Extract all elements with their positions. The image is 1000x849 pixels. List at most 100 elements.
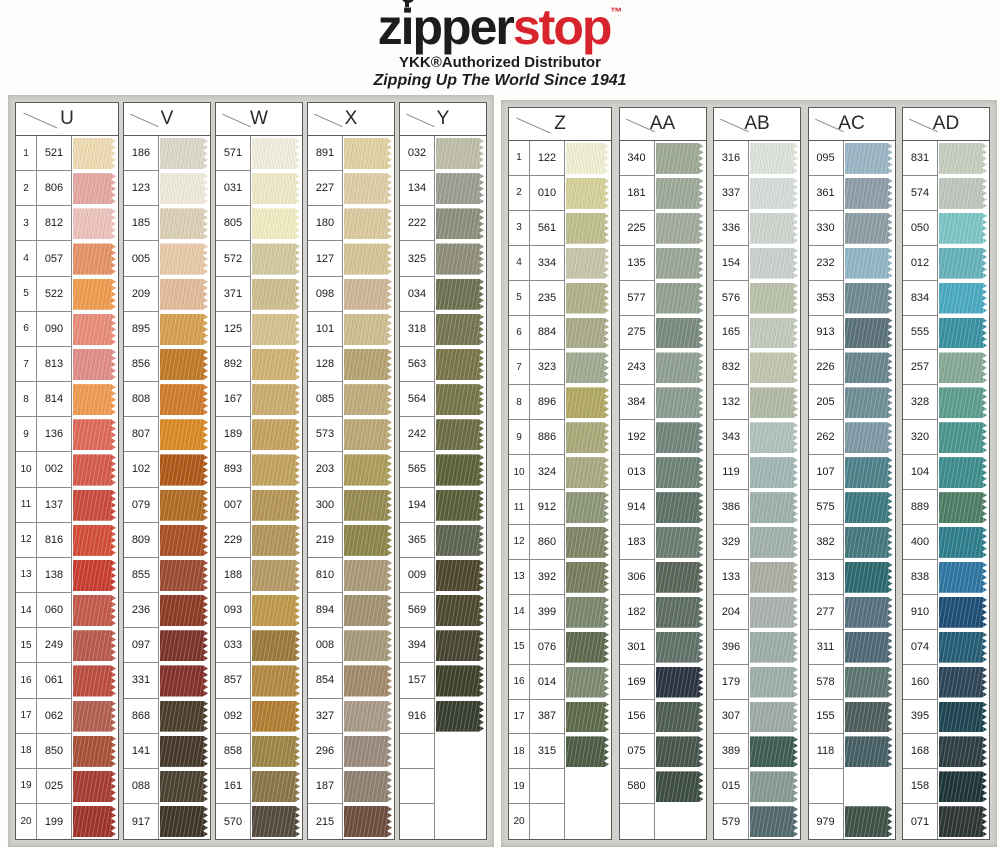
swatch-zone: [72, 557, 118, 594]
swatch-167: [252, 384, 300, 415]
color-row: 316: [714, 141, 800, 176]
swatch-zone: [843, 664, 895, 700]
swatch-zone: [843, 629, 895, 665]
color-column-Y: Y 032 134 222 325 034 318 563 564 242 565 194 365 009…: [399, 102, 487, 840]
color-code: 812: [37, 206, 72, 242]
color-code: 330: [808, 210, 844, 246]
swatch-215: [344, 806, 392, 837]
swatch-zone: [159, 628, 210, 664]
swatch-zone: [159, 698, 210, 734]
color-code: 572: [216, 241, 251, 277]
swatch-zone: [435, 346, 486, 383]
distributor-subtitle: YKK®Authorized Distributor: [399, 54, 601, 71]
swatch-573: [344, 419, 392, 450]
swatch-886: [566, 422, 609, 453]
color-code: [400, 733, 435, 769]
color-row: 158: [903, 769, 989, 805]
color-code: 182: [619, 594, 655, 630]
color-row: 10 324: [509, 455, 611, 491]
swatch-225: [656, 213, 704, 244]
swatch-zone: [72, 768, 118, 804]
swatch-zone: [343, 803, 394, 840]
swatch-zone: [843, 769, 895, 805]
swatch-zone: [159, 241, 210, 277]
row-number: 5: [16, 276, 37, 312]
color-row: 400: [903, 524, 989, 560]
swatch-zone: [343, 698, 394, 734]
swatch-zone: [435, 593, 486, 629]
color-row: 916: [400, 698, 486, 734]
color-code: 183: [619, 524, 655, 560]
color-row: 134: [400, 171, 486, 207]
swatch-160: [939, 667, 987, 698]
color-code: 104: [903, 455, 938, 491]
swatch-zone: [749, 210, 800, 246]
row-number: 7: [509, 350, 530, 386]
color-code: 025: [37, 768, 72, 804]
column-header: AC: [808, 108, 895, 141]
color-code: 573: [308, 417, 343, 453]
swatch-209: [160, 279, 208, 310]
swatch-zone: [343, 311, 394, 347]
header-diagonal-line: [130, 113, 159, 127]
color-row: 179: [714, 664, 800, 700]
color-code: [400, 768, 435, 804]
swatch-320: [939, 422, 987, 453]
swatch-zone: [938, 280, 989, 316]
swatch-zone: [435, 803, 486, 840]
swatch-zone: [565, 385, 611, 421]
swatch-zone: [343, 346, 394, 383]
swatch-zone: [435, 206, 486, 242]
swatch-zone: [251, 206, 302, 242]
swatch-zone: [565, 769, 611, 805]
color-code: 814: [37, 382, 72, 418]
color-row: 132: [714, 385, 800, 421]
color-code: 396: [714, 629, 749, 665]
swatch-zone: [343, 206, 394, 242]
swatch-zone: [343, 241, 394, 277]
swatch-zone: [343, 487, 394, 523]
row-number: 6: [509, 315, 530, 351]
swatch-zone: [749, 141, 800, 176]
swatch-zone: [749, 734, 800, 770]
color-row: 396: [714, 629, 800, 665]
color-row: 012: [903, 245, 989, 281]
color-code: 325: [400, 241, 435, 277]
swatch-895: [160, 314, 208, 345]
color-row: 203: [308, 452, 394, 488]
swatch-262: [845, 422, 893, 453]
color-row: 327: [308, 698, 394, 734]
color-code: 203: [308, 452, 343, 488]
column-letter: V: [160, 108, 174, 129]
swatch-zone: [938, 350, 989, 386]
color-code: 138: [37, 557, 72, 594]
color-row: 371: [216, 276, 302, 312]
swatch-zone: [72, 417, 118, 453]
swatch-zone: [251, 171, 302, 207]
swatch-002: [73, 454, 116, 485]
swatch-205: [845, 387, 893, 418]
color-code: 033: [216, 628, 251, 664]
color-row: 123: [124, 171, 210, 207]
swatch-zone: [654, 455, 706, 491]
color-code: 371: [216, 276, 251, 312]
row-number: 17: [16, 698, 37, 734]
color-row: 831: [903, 141, 989, 176]
color-row: 12 816: [16, 522, 118, 558]
logo-text-black: zipper: [377, 0, 515, 55]
color-code: 160: [903, 664, 938, 700]
swatch-zone: [72, 311, 118, 347]
swatch-810: [344, 560, 392, 591]
swatch-809: [160, 525, 208, 556]
swatch-zone: [843, 175, 895, 211]
color-code: 896: [530, 385, 565, 421]
swatch-zone: [938, 769, 989, 805]
color-row: 20 199: [16, 803, 118, 840]
swatch-579: [750, 806, 798, 837]
swatch-119: [750, 457, 798, 488]
swatch-zone: [654, 664, 706, 700]
swatch-zone: [938, 141, 989, 176]
color-row: 353: [808, 280, 895, 316]
swatch-zone: [654, 280, 706, 316]
color-row: 10 002: [16, 452, 118, 488]
